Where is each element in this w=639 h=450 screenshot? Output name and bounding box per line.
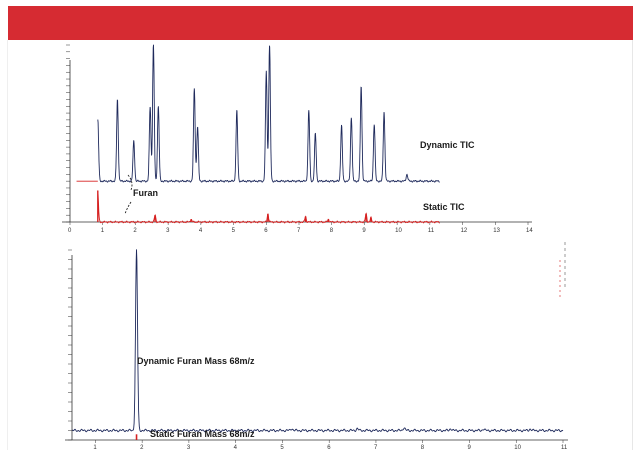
top-x-tick-label: 6 [264,228,268,234]
bottom-x-tick-label: 6 [327,445,331,450]
bottom-chromatogram: 1 2 3 4 5 6 7 8 9 10 11 [65,242,568,450]
bottom-x-tick-label: 3 [187,445,191,450]
top-x-tick-label: 8 [330,228,334,234]
annotation-furan: Furan [133,188,158,198]
bottom-x-tick-label: 2 [140,445,144,450]
top-x-tick-label: 2 [133,228,137,234]
legend-dynamic-furan: Dynamic Furan Mass 68m/z [137,356,255,366]
header-banner [8,6,633,40]
dynamic-furan-trace [72,249,564,433]
top-chromatogram: 0 1 2 3 4 5 6 7 8 9 10 11 12 13 14 [62,44,533,234]
bottom-x-tick-label: 5 [280,445,284,450]
bottom-x-tick-label: 8 [421,445,425,450]
top-x-tick-label: 9 [362,228,366,234]
bottom-x-tick-label: 7 [374,445,378,450]
top-x-tick-label: 12 [461,228,468,234]
frame-left-border [7,40,8,450]
legend-dynamic-tic: Dynamic TIC [420,140,475,150]
top-x-tick-label: 11 [428,228,435,234]
legend-static-furan: Static Furan Mass 68m/z [150,429,255,439]
bottom-x-tick-label: 10 [514,445,521,450]
top-x-tick-label: 13 [493,228,500,234]
top-x-tick-label: 10 [395,228,402,234]
furan-pointer-arrow [124,174,133,215]
legend-static-tic: Static TIC [423,202,465,212]
top-x-tick-label: 3 [166,228,170,234]
top-x-tick-label: 5 [232,228,236,234]
bottom-x-tick-label: 11 [561,445,568,450]
top-x-tick-label: 4 [199,228,203,234]
top-x-tick-label: 0 [68,228,72,234]
bottom-x-tick-label: 4 [234,445,238,450]
bottom-x-tick-label: 1 [93,445,97,450]
frame-right-border [632,40,633,450]
bottom-x-tick-label: 9 [467,445,471,450]
top-x-tick-label: 1 [101,228,105,234]
dynamic-tic-trace [97,44,440,183]
top-x-tick-label: 7 [297,228,301,234]
top-x-tick-label: 14 [526,228,533,234]
